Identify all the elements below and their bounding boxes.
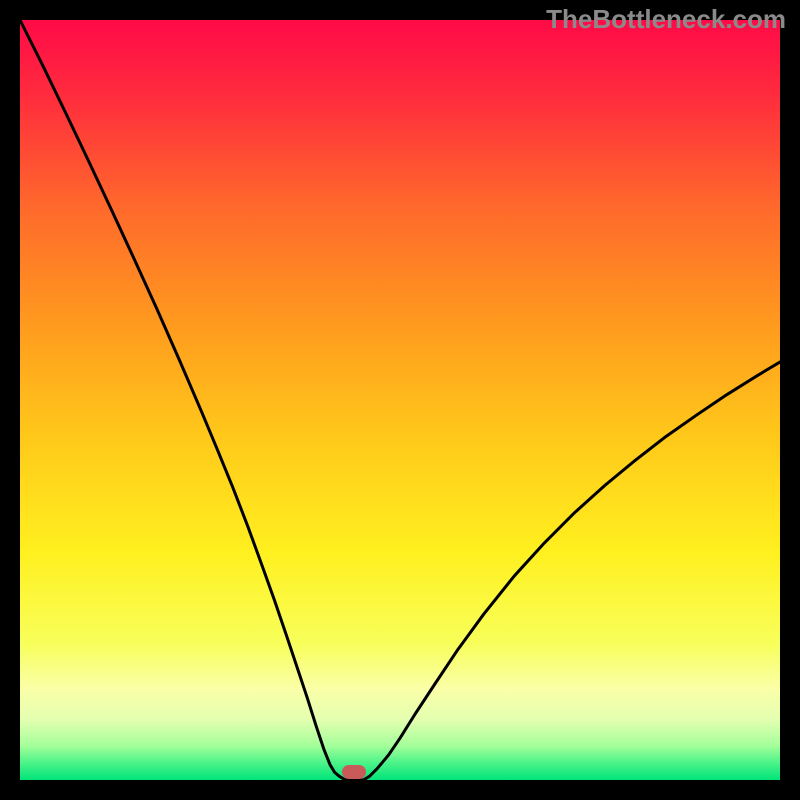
outer-frame: TheBottleneck.com [0,0,800,800]
plot-area [20,20,780,780]
bottleneck-curve [20,20,780,780]
watermark-text: TheBottleneck.com [546,4,786,35]
optimal-marker [342,765,366,779]
